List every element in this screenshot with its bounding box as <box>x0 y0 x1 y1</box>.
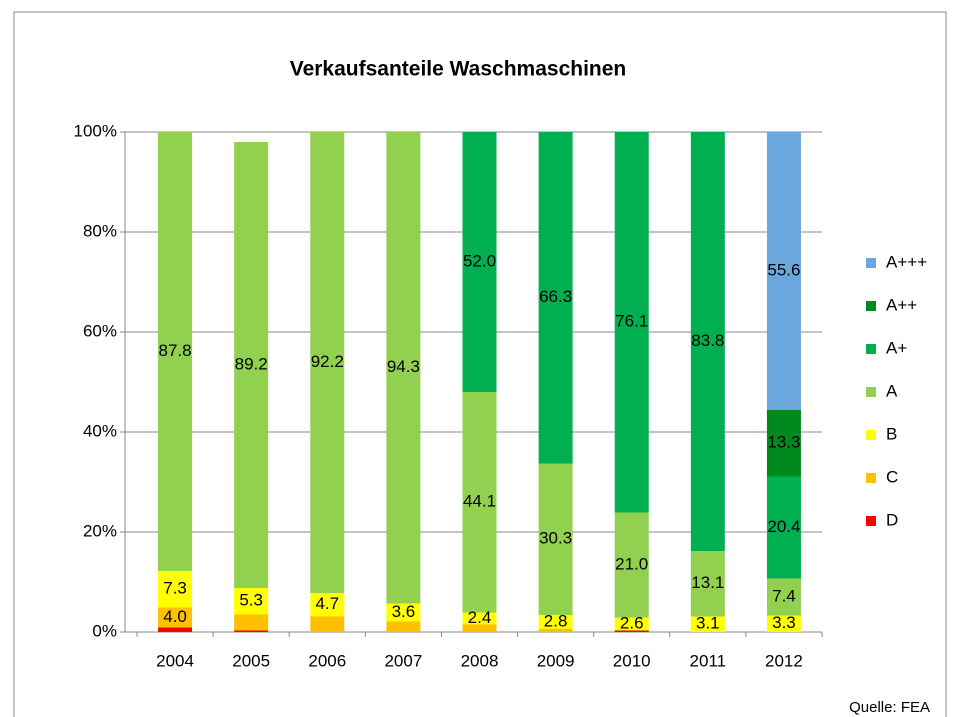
legend-label: A+ <box>886 338 907 357</box>
bar-segment <box>234 142 269 588</box>
chart-title: Verkaufsanteile Waschmaschinen <box>290 58 627 81</box>
x-tick-label: 2006 <box>308 651 346 670</box>
bar-segment <box>538 132 573 464</box>
data-label: 5.3 <box>239 591 263 610</box>
bar-segment <box>386 621 421 632</box>
bar-segment <box>690 132 725 551</box>
y-tick-label: 0% <box>92 621 117 640</box>
bar-segment <box>386 132 421 604</box>
x-tick-label: 2004 <box>156 651 194 670</box>
data-label: 92.2 <box>311 352 344 371</box>
bar-segment <box>462 612 497 625</box>
data-label: 89.2 <box>235 354 268 373</box>
bar-segment <box>614 132 649 513</box>
bar-segment <box>538 615 573 629</box>
bar-segment <box>310 132 345 593</box>
bar-segment <box>234 614 269 631</box>
bar-segment <box>310 616 345 632</box>
bar-segment <box>766 578 801 616</box>
data-label: 44.1 <box>463 492 496 511</box>
bar-segment <box>462 392 497 613</box>
x-tick-label: 2010 <box>613 651 651 670</box>
bar-segment <box>690 551 725 617</box>
source-note: Quelle: FEA <box>849 699 930 716</box>
data-label: 7.4 <box>772 586 796 605</box>
data-label: 87.8 <box>159 341 192 360</box>
bar-segment <box>158 627 193 632</box>
data-label: 55.6 <box>767 260 800 279</box>
bar-segment <box>766 615 801 632</box>
legend-swatch <box>866 473 876 483</box>
bar-segment <box>158 132 193 571</box>
bar-segment <box>234 630 269 632</box>
x-tick-label: 2009 <box>537 651 575 670</box>
bar-segment <box>462 132 497 392</box>
bar-segment <box>538 463 573 615</box>
y-tick-label: 100% <box>74 121 117 140</box>
x-tick-label: 2011 <box>690 651 727 670</box>
y-tick-label: 40% <box>83 421 117 440</box>
data-label: 2.8 <box>544 611 568 630</box>
data-label: 66.3 <box>539 287 572 306</box>
x-tick-label: 2008 <box>461 651 499 670</box>
bar-segment <box>766 132 801 410</box>
legend-swatch <box>866 430 876 440</box>
x-tick-label: 2007 <box>384 651 422 670</box>
data-label: 3.1 <box>696 614 720 633</box>
legend-swatch <box>866 387 876 397</box>
data-label: 2.4 <box>468 608 492 627</box>
legend-label: C <box>886 467 898 486</box>
legend-swatch <box>866 258 876 268</box>
data-label: 52.0 <box>463 251 496 270</box>
data-label: 3.3 <box>772 613 796 632</box>
bar-segment <box>158 571 193 608</box>
x-tick-label: 2005 <box>232 651 270 670</box>
data-label: 4.0 <box>163 607 187 626</box>
legend-label: B <box>886 424 897 443</box>
data-label: 94.3 <box>387 357 420 376</box>
data-label: 7.3 <box>163 579 187 598</box>
bar-segment <box>614 630 649 632</box>
bar-segment <box>234 588 269 615</box>
x-tick-label: 2012 <box>765 651 803 670</box>
legend-label: A++ <box>886 295 917 314</box>
data-label: 20.4 <box>767 517 800 536</box>
data-label: 4.7 <box>315 594 339 613</box>
bar-segment <box>766 410 801 477</box>
data-label: 3.6 <box>392 602 416 621</box>
bar-segment <box>614 512 649 618</box>
legend-label: A+++ <box>886 252 927 271</box>
bar-segment <box>462 624 497 632</box>
y-tick-label: 80% <box>83 221 117 240</box>
y-tick-label: 20% <box>83 521 117 540</box>
legend-swatch <box>866 301 876 311</box>
bar-segment <box>690 616 725 632</box>
data-label: 13.1 <box>691 573 724 592</box>
legend-swatch <box>866 516 876 526</box>
legend-label: A <box>886 381 898 400</box>
legend-label: D <box>886 510 898 529</box>
data-label: 76.1 <box>615 312 648 331</box>
bar-segment <box>310 593 345 617</box>
data-label: 83.8 <box>691 331 724 350</box>
bar-segment <box>766 476 801 579</box>
data-label: 2.6 <box>620 613 644 632</box>
y-tick-label: 60% <box>83 321 117 340</box>
legend-swatch <box>866 344 876 354</box>
bar-segment <box>386 603 421 622</box>
data-label: 30.3 <box>539 529 572 548</box>
data-label: 21.0 <box>615 554 648 573</box>
bar-segment <box>614 617 649 631</box>
bar-segment <box>158 607 193 628</box>
bar-segment <box>538 629 573 632</box>
data-label: 13.3 <box>767 433 800 452</box>
